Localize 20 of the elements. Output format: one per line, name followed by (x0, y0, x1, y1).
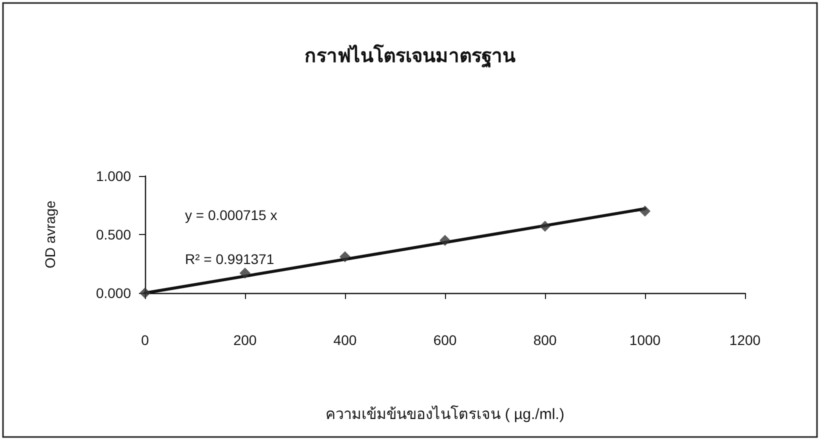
point (240, 268, 250, 279)
y-tick-label: 0.500 (96, 226, 132, 242)
y-axis-title: OD avrage (42, 200, 58, 268)
x-tick-label: 600 (433, 332, 457, 348)
point (640, 206, 650, 217)
point (340, 251, 350, 262)
x-tick-label: 800 (533, 332, 557, 348)
y-tick-label: 0.000 (96, 285, 132, 301)
x-tick-label: 1000 (629, 332, 661, 348)
chart-title: กราฟไนโตรเจนมาตรฐาน (304, 44, 516, 69)
annotation: R² = 0.991371 (185, 251, 274, 267)
point (540, 220, 550, 232)
x-tick-label: 400 (333, 332, 357, 348)
point (440, 234, 450, 246)
x-tick-label: 200 (233, 332, 257, 348)
x-tick-label: 1200 (729, 332, 761, 348)
y-tick-label: 1.000 (96, 168, 132, 184)
x-tick-label: 0 (141, 332, 150, 348)
x-axis-title: ความเข้มข้นของไนโตรเจน ( µg./ml.) (326, 405, 564, 423)
annotation: y = 0.000715 x (185, 207, 278, 223)
